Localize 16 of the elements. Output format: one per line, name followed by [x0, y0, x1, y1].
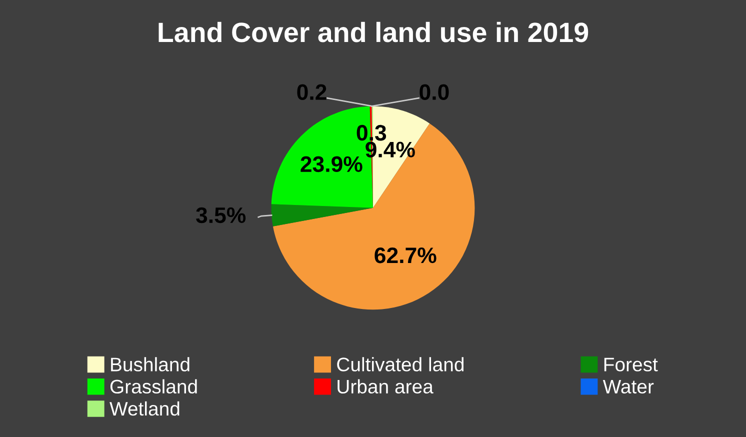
chart-title: Land Cover and land use in 2019 — [158, 22, 588, 42]
legend-label: Bushland — [111, 357, 190, 372]
pie-slice — [272, 123, 475, 310]
legend-label: Grassland — [110, 379, 197, 394]
legend-label: Forest — [604, 358, 658, 372]
legend-label: Urban area — [338, 379, 434, 394]
legend-label: Wetland — [110, 401, 180, 416]
data-label: 3.5% — [196, 207, 246, 224]
data-label: 62.7% — [374, 247, 436, 264]
legend-label: Cultivated land — [337, 357, 464, 372]
legend-label: Water — [602, 380, 654, 394]
data-label: 0.3 — [356, 124, 386, 141]
data-label: 23.9% — [300, 156, 362, 172]
pie-slice — [271, 204, 373, 226]
text: 0.0 — [420, 84, 449, 100]
data-label: 0.2 — [297, 84, 326, 100]
